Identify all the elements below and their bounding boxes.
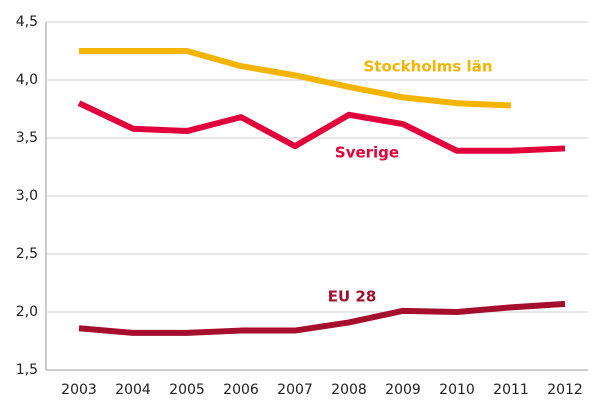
y-tick-label: 4,0 [16, 72, 38, 88]
series-label: EU 28 [328, 288, 377, 306]
y-tick-label: 4,5 [16, 14, 38, 30]
x-tick-label: 2010 [439, 382, 475, 398]
series-label: Stockholms län [364, 58, 493, 76]
x-tick-label: 2007 [277, 382, 313, 398]
x-tick-label: 2006 [223, 382, 259, 398]
series-line [79, 48, 512, 109]
series-label: Sverige [335, 144, 399, 162]
y-tick-label: 2,0 [16, 304, 38, 320]
y-tick-label: 1,5 [16, 362, 38, 378]
x-tick-label: 2009 [385, 382, 421, 398]
x-tick-label: 2005 [169, 382, 205, 398]
y-tick-label: 2,5 [16, 246, 38, 262]
series-line [77, 100, 566, 154]
x-tick-label: 2011 [493, 382, 529, 398]
x-tick-label: 2004 [115, 382, 151, 398]
series-line [78, 300, 566, 336]
x-tick-label: 2008 [331, 382, 367, 398]
x-tick-label: 2003 [61, 382, 97, 398]
x-tick-label: 2012 [547, 382, 583, 398]
y-tick-label: 3,5 [16, 130, 38, 146]
y-tick-label: 3,0 [16, 188, 38, 204]
